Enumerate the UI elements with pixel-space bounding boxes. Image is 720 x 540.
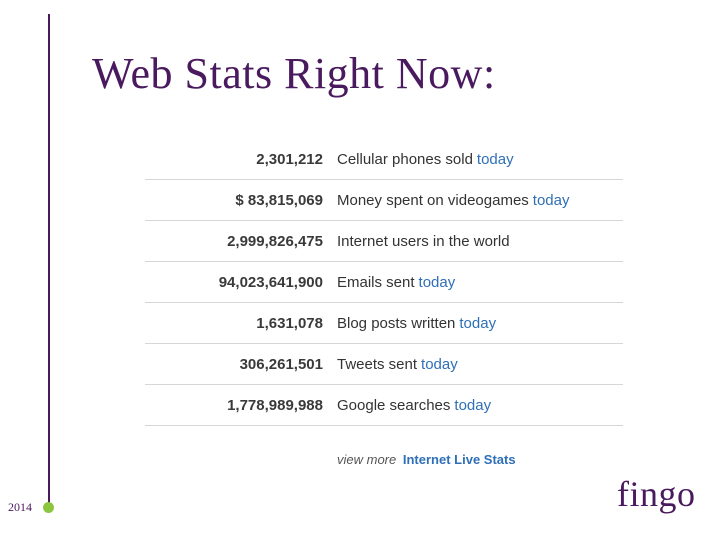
stat-label: Cellular phones sold today [337, 151, 514, 168]
stat-row-google-searches: 1,778,989,988 Google searches today [145, 385, 623, 426]
today-tag: today [418, 273, 456, 291]
stat-value: 2,999,826,475 [227, 232, 323, 250]
internet-live-stats-link[interactable]: Internet Live Stats [402, 452, 516, 467]
today-tag: today [476, 150, 514, 168]
stat-value: 2,301,212 [256, 150, 323, 168]
stat-label-text: Cellular phones sold [337, 150, 473, 168]
view-more-link[interactable]: view more Internet Live Stats [337, 452, 516, 467]
stat-label: Money spent on videogames today [337, 192, 570, 209]
stat-label-text: Emails sent [337, 273, 415, 291]
stat-value: 94,023,641,900 [218, 273, 323, 291]
stat-label-text: Google searches [337, 396, 451, 414]
stat-value: $ 83,815,069 [235, 191, 323, 209]
stat-label: Emails sent today [337, 274, 455, 291]
stat-label: Google searches today [337, 397, 491, 414]
vertical-divider [48, 14, 50, 508]
today-tag: today [532, 191, 570, 209]
stat-label-text: Blog posts written [337, 314, 456, 332]
stat-row-videogames: $ 83,815,069 Money spent on videogames to… [145, 180, 623, 221]
stat-row-tweets: 306,261,501 Tweets sent today [145, 344, 623, 385]
stat-value: 1,631,078 [256, 314, 323, 332]
stats-table: 2,301,212 Cellular phones sold today $ 83… [145, 139, 623, 426]
today-tag: today [421, 355, 458, 373]
stat-label: Blog posts written today [337, 315, 496, 332]
stat-label-text: Tweets sent [337, 355, 418, 373]
stat-label: Tweets sent today [337, 356, 458, 373]
stat-row-phones: 2,301,212 Cellular phones sold today [145, 139, 623, 180]
stat-row-blog-posts: 1,631,078 Blog posts written today [145, 303, 623, 344]
stat-row-emails: 94,023,641,900 Emails sent today [145, 262, 623, 303]
stat-value: 306,261,501 [239, 355, 323, 373]
view-more-prefix: view more [337, 452, 397, 467]
slide-title: Web Stats Right Now: [92, 49, 496, 98]
slide-year: 2014 [8, 500, 32, 514]
stat-label: Internet users in the world [337, 233, 510, 250]
stat-value: 1,778,989,988 [227, 396, 323, 414]
stat-row-internet-users: 2,999,826,475 Internet users in the worl… [145, 221, 623, 262]
today-tag: today [459, 314, 497, 332]
stat-label-text: Internet users in the world [337, 232, 510, 250]
stat-label-text: Money spent on videogames [337, 191, 529, 209]
today-tag: today [454, 396, 492, 414]
accent-dot [43, 502, 54, 513]
fingo-logo: fingo [617, 474, 696, 514]
